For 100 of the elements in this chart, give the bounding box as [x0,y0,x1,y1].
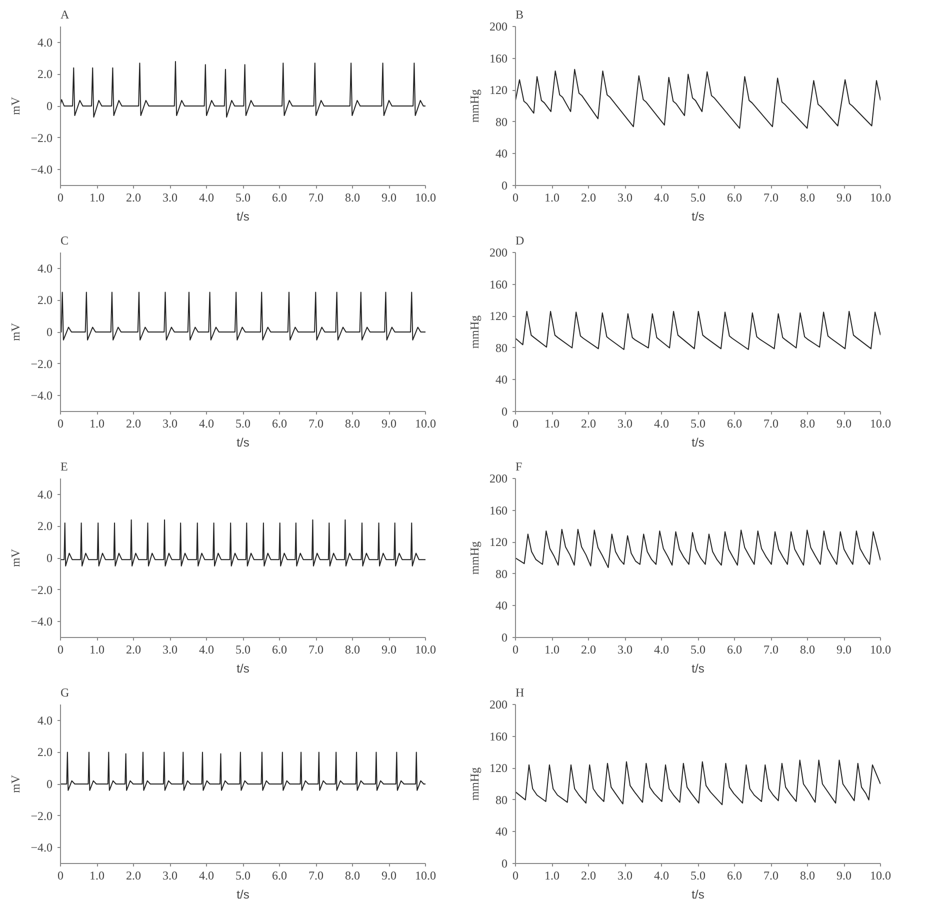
x-tick-label: 3.0 [618,190,632,204]
x-tick-label: 0 [512,642,518,656]
y-tick-label: 80 [496,114,508,129]
x-axis-title: t/s [692,210,704,224]
x-tick-label: 9.0 [382,868,396,882]
x-tick-label: 8.0 [345,868,360,882]
x-tick-label: 10.0 [415,868,436,882]
chart-title: E [60,460,68,474]
x-tick-label: 10.0 [870,416,891,430]
x-tick-label: 4.0 [199,868,214,882]
y-tick-label: 0 [46,99,52,113]
x-tick-label: 10.0 [415,416,436,430]
y-tick-label: 0 [502,178,508,192]
x-tick-label: 9.0 [836,868,852,882]
x-tick-label: 5.0 [236,642,250,656]
x-tick-label: 0 [58,868,64,882]
chart-title: D [516,234,524,248]
chart-title: G [60,686,70,700]
x-tick-label: 0 [58,190,64,204]
x-tick-label: 2.0 [126,868,141,882]
x-tick-label: 6.0 [272,416,287,430]
x-tick-label: 1.0 [544,190,560,204]
x-tick-label: 1.0 [544,868,560,882]
y-tick-label: −2.0 [30,130,53,145]
x-tick-label: 3.0 [162,868,178,882]
x-tick-label: 0 [512,416,518,430]
y-tick-label: 120 [490,309,508,324]
x-axis-title: t/s [692,888,704,902]
x-tick-label: 1.0 [90,642,104,656]
y-tick-label: −4.0 [30,614,53,629]
x-tick-label: 6.0 [727,868,742,882]
y-tick-label: 120 [490,83,508,98]
y-tick-label: 120 [490,535,508,550]
x-tick-label: 8.0 [800,416,815,430]
y-axis-title: mmHg [468,315,482,349]
chart-title: A [60,8,70,22]
y-tick-label: −4.0 [30,162,53,177]
chart-title: B [516,8,524,22]
x-tick-label: 3.0 [618,642,632,656]
x-tick-label: 4.0 [199,190,214,204]
y-tick-label: 160 [490,277,508,292]
x-axis-title: t/s [236,210,250,224]
y-tick-label: 80 [496,340,508,355]
x-tick-label: 10.0 [870,642,891,656]
x-tick-label: 5.0 [236,416,250,430]
y-tick-label: 200 [490,20,508,34]
x-tick-label: 8.0 [800,868,815,882]
x-tick-label: 2.0 [581,642,596,656]
x-tick-label: 1.0 [544,416,560,430]
y-tick-label: 0 [46,551,52,565]
y-tick-label: 200 [490,698,508,712]
y-tick-label: −2.0 [30,582,53,597]
x-tick-label: 5.0 [690,190,706,204]
y-tick-label: 200 [490,472,508,486]
y-tick-label: 0 [46,325,52,339]
x-tick-label: 8.0 [800,642,815,656]
y-axis-title: mmHg [468,767,482,801]
x-tick-label: 9.0 [382,416,396,430]
x-tick-label: 2.0 [126,190,141,204]
x-tick-label: 7.0 [764,868,778,882]
x-tick-label: 8.0 [345,190,360,204]
x-axis-title: t/s [692,436,704,450]
y-tick-label: 40 [496,372,508,387]
x-tick-label: 4.0 [654,642,669,656]
x-tick-label: 8.0 [345,416,360,430]
x-tick-label: 9.0 [836,190,852,204]
y-tick-label: 40 [496,824,508,839]
y-tick-label: 40 [496,146,508,161]
y-tick-label: 2.0 [38,293,52,308]
y-axis-title: mmHg [468,89,482,123]
x-tick-label: 6.0 [727,190,742,204]
x-tick-label: 4.0 [199,642,214,656]
x-tick-label: 7.0 [764,416,778,430]
y-tick-label: 0 [46,777,52,791]
x-tick-label: 10.0 [415,190,436,204]
x-tick-label: 7.0 [308,642,324,656]
y-tick-label: 160 [490,729,508,744]
y-tick-label: 80 [496,566,508,581]
x-tick-label: 6.0 [272,868,287,882]
y-tick-label: 2.0 [38,745,52,760]
x-tick-label: 5.0 [690,868,706,882]
x-axis-title: t/s [236,436,250,450]
chart-title: H [516,686,524,700]
x-tick-label: 9.0 [836,642,852,656]
x-tick-label: 9.0 [836,416,852,430]
x-tick-label: 7.0 [764,190,778,204]
y-tick-label: 4.0 [38,487,52,502]
y-tick-label: 4.0 [38,261,52,276]
y-axis-title: mV [8,774,23,793]
x-tick-label: 5.0 [236,868,250,882]
x-tick-label: 1.0 [90,416,104,430]
x-tick-label: 1.0 [544,642,560,656]
x-tick-label: 4.0 [199,416,214,430]
chart-title: F [516,460,522,474]
y-tick-label: 4.0 [38,713,52,728]
x-tick-label: 2.0 [126,416,141,430]
x-tick-label: 10.0 [870,190,891,204]
x-tick-label: 6.0 [272,642,287,656]
x-tick-label: 7.0 [308,190,324,204]
y-tick-label: 40 [496,598,508,613]
